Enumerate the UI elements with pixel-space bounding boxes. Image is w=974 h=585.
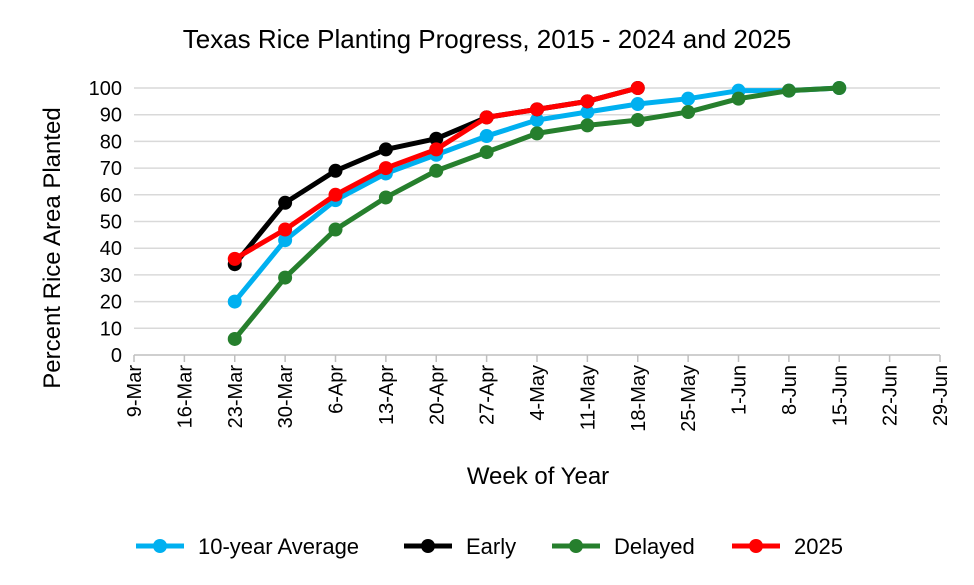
y-axis-title: Percent Rice Area Planted (39, 107, 66, 389)
x-axis-title: Week of Year (467, 463, 609, 490)
x-tick-label: 1-Jun (729, 365, 751, 415)
data-point (278, 270, 293, 285)
data-point (479, 129, 494, 144)
data-point (530, 113, 544, 128)
legend-swatch-marker (749, 539, 763, 553)
x-tick-label: 22-Jun (880, 365, 902, 426)
y-tick-label: 30 (100, 265, 122, 287)
y-tick-label: 70 (100, 158, 122, 180)
x-tick-label: 15-Jun (829, 365, 851, 426)
data-point (580, 94, 595, 109)
data-point (278, 233, 293, 248)
legend-label: Delayed (614, 534, 695, 559)
y-tick-label: 0 (111, 345, 122, 367)
data-point (378, 190, 393, 205)
data-point (731, 91, 746, 106)
series-2025 (227, 81, 645, 266)
data-point (630, 97, 645, 112)
legend-swatch-marker (569, 539, 583, 553)
axes: 0 10 20 30 40 50 60 70 80 90 100 9-Mar 16-Mar 23-Mar 3… (89, 78, 952, 432)
data-point (429, 142, 444, 157)
x-tick-label: 16-Mar (174, 365, 196, 429)
legend-item: 2025 (732, 534, 843, 559)
x-tick-label: 29-Jun (930, 365, 952, 426)
x-tick-label: 13-Apr (376, 365, 398, 425)
data-point (479, 110, 494, 125)
y-tick-label: 80 (100, 131, 122, 153)
data-point (278, 222, 293, 237)
data-point (328, 187, 343, 202)
y-tick-label: 40 (100, 238, 122, 260)
data-point (378, 142, 393, 157)
data-point (580, 118, 595, 133)
data-point (429, 131, 444, 146)
data-point (328, 222, 343, 237)
data-point (832, 81, 847, 95)
data-point (227, 331, 242, 346)
data-point (681, 105, 696, 120)
y-tick-label: 20 (100, 292, 122, 314)
y-tick-label: 100 (89, 78, 122, 100)
x-tick-label: 8-Jun (779, 365, 801, 415)
legend-label: 10-year Average (198, 534, 359, 559)
x-tick-label: 6-Apr (326, 365, 348, 414)
data-point (227, 251, 242, 266)
data-point (580, 105, 595, 120)
data-point (479, 145, 494, 160)
data-point (681, 91, 696, 106)
x-tick-label: 23-Mar (225, 365, 247, 429)
x-tick-label: 11-May (577, 365, 599, 430)
series-layer (227, 81, 847, 346)
x-tick-label: 4-May (527, 365, 549, 421)
data-point (781, 83, 796, 98)
legend: 10-year Average Early Delayed 2025 (136, 534, 843, 559)
series-delayed (227, 81, 847, 346)
data-point (630, 113, 645, 128)
data-point (278, 195, 293, 210)
legend-item: Early (404, 534, 516, 559)
legend-label: Early (466, 534, 516, 559)
x-tick-label: 25-May (678, 365, 700, 432)
data-point (530, 126, 544, 141)
data-point (328, 163, 343, 178)
x-tick-label: 20-Apr (426, 365, 448, 425)
chart-title: Texas Rice Planting Progress, 2015 - 202… (183, 24, 792, 54)
x-tick-label: 30-Mar (275, 365, 297, 429)
x-tick-label: 18-May (628, 365, 650, 432)
y-tick-label: 50 (100, 212, 122, 234)
legend-swatch-marker (153, 539, 167, 553)
data-point (227, 294, 242, 309)
y-tick-label: 60 (100, 185, 122, 207)
legend-item: 10-year Average (136, 534, 359, 559)
legend-item: Delayed (552, 534, 695, 559)
x-tick-label: 9-Mar (124, 365, 146, 418)
y-tick-label: 10 (100, 318, 122, 340)
y-tick-label: 90 (100, 105, 122, 127)
data-point (630, 81, 645, 95)
data-point (530, 102, 544, 117)
data-point (378, 161, 393, 176)
data-point (429, 163, 444, 178)
legend-label: 2025 (794, 534, 843, 559)
x-tick-label: 27-Apr (477, 365, 499, 425)
legend-swatch-marker (421, 539, 435, 553)
